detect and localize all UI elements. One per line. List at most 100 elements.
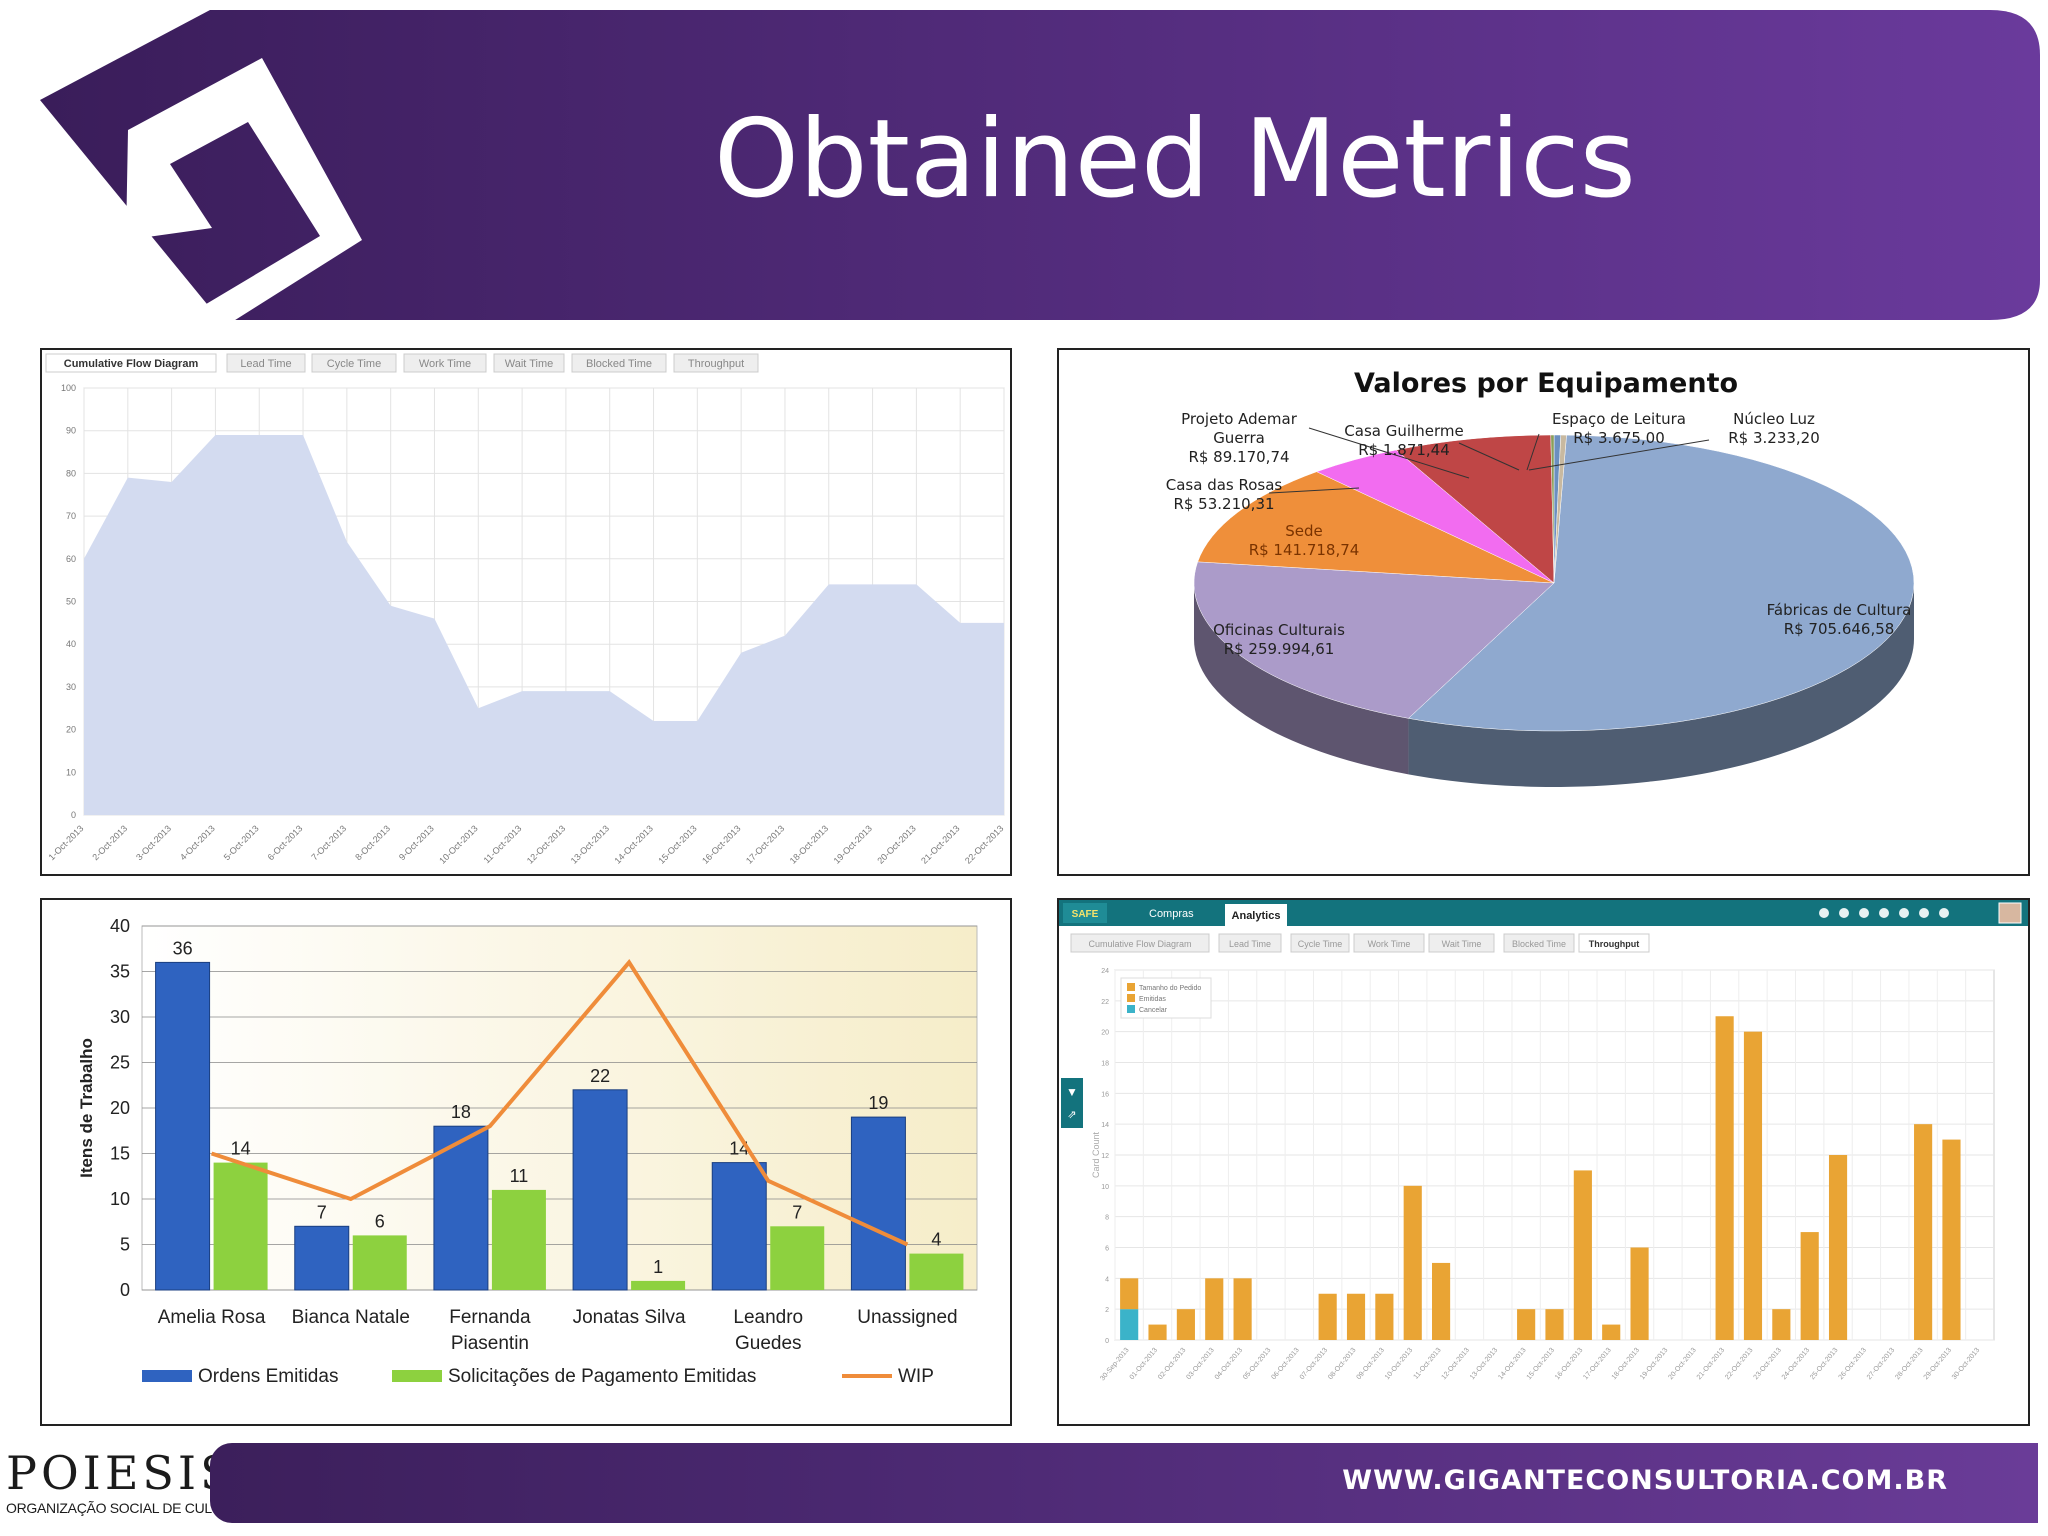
side-toolbar[interactable] <box>1061 1078 1083 1128</box>
cfd-x-tick: 18-Oct-2013 <box>788 823 830 865</box>
tp-tab[interactable] <box>1290 933 1350 953</box>
cfd-x-tick: 10-Oct-2013 <box>437 823 479 865</box>
tp-tab[interactable] <box>1070 933 1210 953</box>
tp-x-tick: 10-Oct-2013 <box>1384 1347 1414 1381</box>
bar <box>631 1280 686 1290</box>
cfd-y-tick: 40 <box>66 639 76 649</box>
legend-label: WIP <box>898 1366 934 1387</box>
tp-x-tick: 22-Oct-2013 <box>1724 1347 1754 1381</box>
cfd-tab <box>403 353 487 373</box>
legend-label: Ordens Emitidas <box>198 1366 338 1387</box>
bar-data-label: 1 <box>653 1257 663 1277</box>
cfd-x-tick: 4-Oct-2013 <box>178 823 217 862</box>
bar <box>155 961 211 1291</box>
bar <box>213 1162 268 1290</box>
bar <box>294 1225 350 1291</box>
pie-slice-label: Projeto Ademar <box>1181 410 1298 428</box>
pie-leader-line <box>1528 439 1710 471</box>
bar-data-label: 4 <box>931 1230 941 1250</box>
tp-bar <box>1346 1293 1366 1340</box>
pie-title: Valores por Equipamento <box>1354 368 1738 399</box>
tp-x-tick: 04-Oct-2013 <box>1214 1347 1244 1381</box>
tp-y-tick: 22 <box>1101 999 1109 1006</box>
pie-slice-label: Casa das Rosas <box>1166 476 1283 494</box>
tp-bar <box>1403 1185 1422 1340</box>
bar-y-tick: 40 <box>110 916 130 936</box>
bar-data-label: 18 <box>451 1102 471 1122</box>
bar-x-tick: Leandro <box>733 1307 803 1328</box>
poiesis-logo-subtitle: ORGANIZAÇÃO SOCIAL DE CULTURA <box>6 1500 248 1516</box>
info-icon[interactable] <box>1839 908 1849 918</box>
tp-y-tick: 8 <box>1105 1215 1109 1222</box>
tp-y-tick: 12 <box>1101 1153 1109 1160</box>
bar-data-label: 19 <box>868 1093 888 1113</box>
cfd-x-tick: 16-Oct-2013 <box>700 823 742 865</box>
tp-tab[interactable] <box>1428 933 1495 953</box>
tp-x-tick: 21-Oct-2013 <box>1696 1347 1726 1381</box>
poiesis-logo: POIESIS <box>6 1446 236 1500</box>
user-avatar[interactable] <box>1998 902 2022 924</box>
cfd-x-tick: 7-Oct-2013 <box>309 823 348 862</box>
tp-x-tick: 16-Oct-2013 <box>1554 1347 1584 1381</box>
tp-x-tick: 18-Oct-2013 <box>1611 1347 1641 1381</box>
cfd-tab <box>673 353 759 373</box>
cfd-tab <box>571 353 667 373</box>
tp-x-tick: 05-Oct-2013 <box>1242 1347 1272 1381</box>
tp-x-tick: 25-Oct-2013 <box>1809 1347 1839 1381</box>
pie-slice-label: Oficinas Culturais <box>1213 621 1345 639</box>
chat-icon[interactable] <box>1879 908 1889 918</box>
bar-y-tick: 0 <box>120 1280 130 1300</box>
tp-bar <box>1517 1309 1536 1340</box>
pie-slice-value: R$ 89.170,74 <box>1188 448 1289 466</box>
tp-bar <box>1432 1262 1451 1340</box>
cfd-tab-label: Cycle Time <box>327 358 381 370</box>
pie-slice <box>1407 434 1915 732</box>
tp-bar <box>1743 1031 1763 1340</box>
tp-tab-label: Work Time <box>1368 939 1411 949</box>
bar-y-tick: 20 <box>110 1098 130 1118</box>
tp-bar <box>1205 1278 1224 1340</box>
throughput-panel: SAFE Compras Analytics Cumulative Flow Diag… <box>1057 898 2030 1426</box>
logo-chevron-shape-white <box>126 58 362 322</box>
tp-tab-label: Cycle Time <box>1298 939 1343 949</box>
tp-tab[interactable] <box>1218 933 1282 953</box>
page-title: Obtained Metrics <box>714 97 1636 222</box>
cfd-x-tick: 21-Oct-2013 <box>919 823 961 865</box>
search-icon[interactable] <box>1819 908 1829 918</box>
help-icon[interactable] <box>1919 908 1929 918</box>
legend-swatch <box>392 1370 442 1382</box>
pie-slice-value: R$ 1.871,44 <box>1358 441 1450 459</box>
menu-icon[interactable] <box>1939 908 1949 918</box>
tp-x-tick: 19-Oct-2013 <box>1639 1347 1669 1381</box>
tp-tab[interactable] <box>1503 933 1575 953</box>
bar-y-axis-label: Itens de Trabalho <box>77 1038 96 1178</box>
cfd-tab-label: Wait Time <box>505 358 554 370</box>
tp-x-tick: 15-Oct-2013 <box>1526 1347 1556 1381</box>
tp-tab-label: Lead Time <box>1229 939 1271 949</box>
cfd-x-tick: 3-Oct-2013 <box>134 823 173 862</box>
tp-tab[interactable] <box>1353 933 1425 953</box>
pie-chart-panel: Valores por Equipamento Fábricas de Cultu… <box>1057 348 2030 876</box>
cfd-y-tick: 60 <box>66 554 76 564</box>
tp-bar <box>1828 1155 1848 1340</box>
tp-bar <box>1573 1170 1592 1340</box>
bar-x-tick: Jonatas Silva <box>573 1307 686 1328</box>
pie-slice-value: R$ 53.210,31 <box>1173 495 1274 513</box>
bar-y-tick: 35 <box>110 962 130 982</box>
notifications-icon[interactable] <box>1859 908 1869 918</box>
footer-url[interactable]: WWW.GIGANTECONSULTORIA.COM.BR <box>1342 1465 1948 1496</box>
pie-leader-line <box>1458 442 1520 471</box>
grid-icon[interactable] <box>1899 908 1909 918</box>
cfd-x-tick: 15-Oct-2013 <box>656 823 698 865</box>
pie-slice-value: R$ 259.994,61 <box>1224 640 1335 658</box>
export-icon: ⇗ <box>1067 1109 1076 1121</box>
footer-bar: WWW.GIGANTECONSULTORIA.COM.BR <box>210 1443 2038 1523</box>
tp-y-tick: 18 <box>1101 1061 1109 1068</box>
wip-line-series <box>210 959 909 1247</box>
tp-x-tick: 14-Oct-2013 <box>1497 1347 1527 1381</box>
bar-data-label: 14 <box>231 1139 251 1159</box>
cfd-tab-label: Work Time <box>419 358 471 370</box>
tp-x-tick: 30-Oct-2013 <box>1951 1347 1981 1381</box>
cfd-y-tick: 80 <box>66 468 76 478</box>
tp-tab[interactable] <box>1578 933 1650 953</box>
